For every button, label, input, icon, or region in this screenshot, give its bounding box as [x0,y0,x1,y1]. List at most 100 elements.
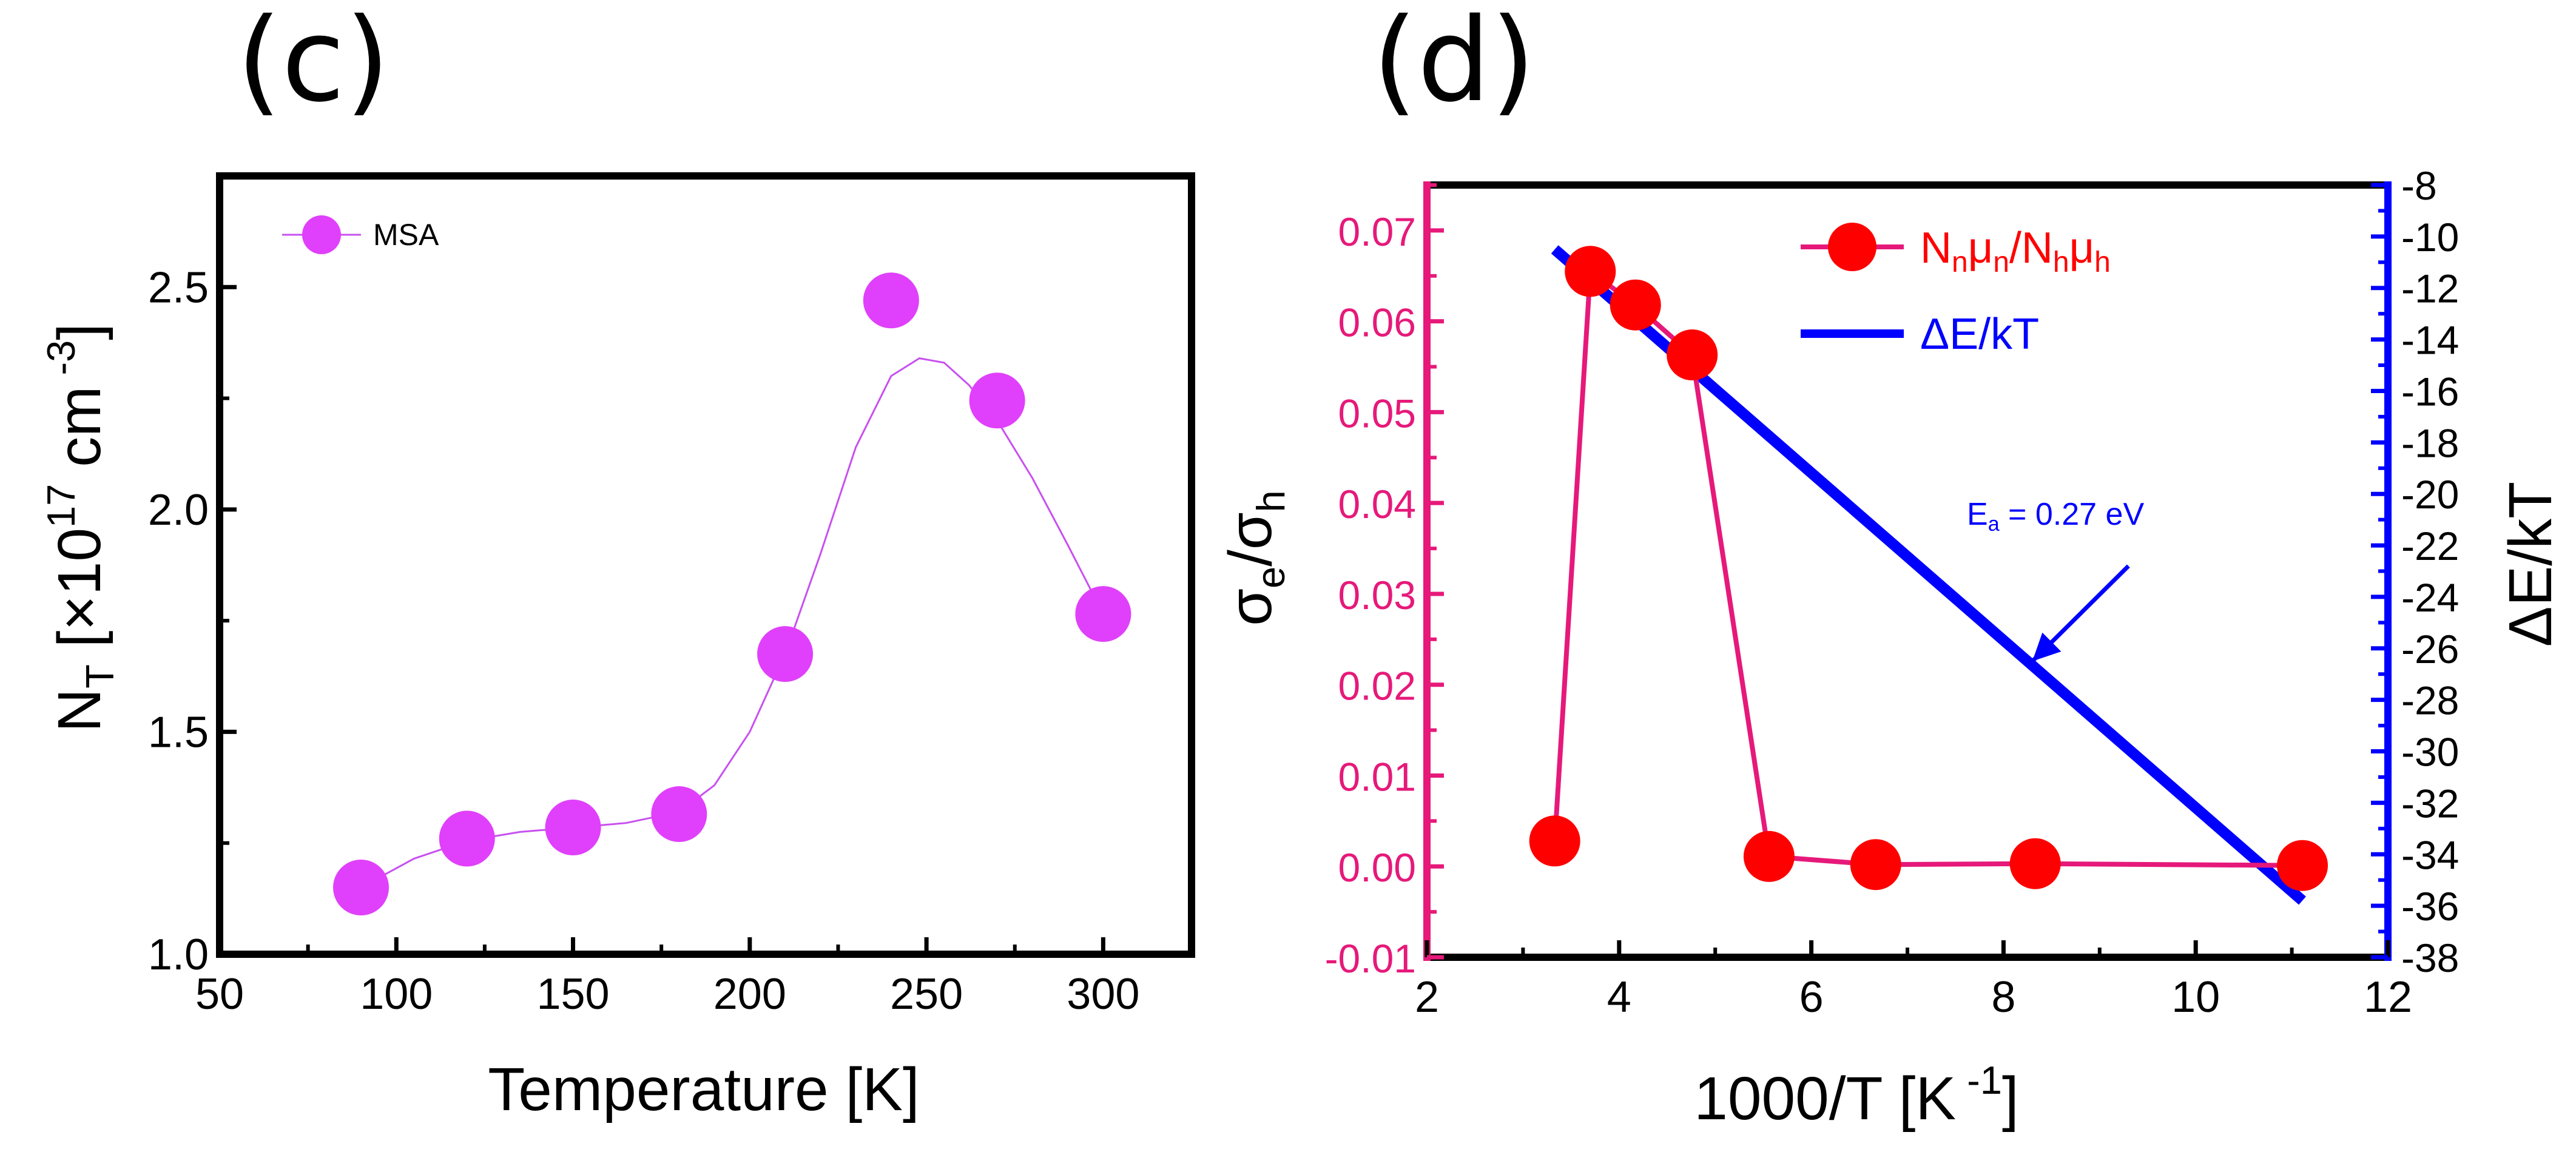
legend-energy-label: ΔE/kT [1920,310,2039,359]
panel-d-x-tick-label: 12 [2364,973,2412,1022]
ratio-data-point [1850,839,1901,891]
msa-data-point [1075,586,1131,642]
panel-d-right-tick-label: -28 [2401,678,2459,723]
y-title-exponent: 17 [39,484,83,528]
y-title-unit: cm [46,386,113,484]
panel-label-d: (d) [1372,0,1536,127]
panel-d-right-tick-label: -8 [2401,163,2437,208]
panel-d-right-tick-label: -22 [2401,524,2459,568]
panel-d-legend: Nnμn/Nhμh ΔE/kT [1801,223,2111,359]
ratio-data-point [1565,246,1616,297]
panel-d-left-tick-label: 0.04 [1338,482,1416,527]
ratio-data-point [1743,830,1795,882]
panel-d-left-axis-title: σe/σh [1216,490,1293,626]
legend-ratio-marker [1828,223,1876,271]
ratio-data-point [1610,279,1661,331]
y-title-n: N [46,689,113,732]
panel-d-x-tick-label: 6 [1799,973,1824,1022]
panel-c-y-tick-label: 2.0 [148,486,209,534]
panel-c-y-tick-label: 2.5 [148,263,209,312]
panel-d-left-tick-label: 0.01 [1338,754,1416,799]
legend-mu-sub: n [1993,246,2009,278]
ratio-data-point [2009,838,2061,889]
y-title-n-subscript: T [78,664,122,689]
legend-n: N [1920,224,1952,272]
msa-fit-line [360,357,1104,889]
panel-d-left-tick-label: 0.02 [1338,664,1416,709]
panel-c-x-axis-title: Temperature [K] [488,1056,919,1123]
activation-energy-annotation: Ea = 0.27 eV [1967,497,2144,663]
panel-d-conductivity-chart: (d) 2 4 6 8 10 12 -0.01 0.00 0.01 0.02 0.03 0.04 0.0… [1216,0,2564,1133]
panel-d-x-tick-label: 4 [1607,973,1631,1022]
legend-h-sub: h [2053,246,2069,278]
panel-d-right-tick-label: -10 [2401,215,2459,260]
panel-d-series [1529,245,2328,905]
panel-d-right-tick-label: -26 [2401,627,2459,672]
panel-c-x-tick-label: 300 [1067,970,1139,1019]
left-title-sigma: σ [1216,588,1284,626]
panel-d-right-tick-label: -32 [2401,781,2459,826]
panel-c-x-tick-label: 250 [890,970,963,1019]
panel-label-c: (c) [237,0,390,127]
annotation-arrow-head [2032,632,2062,662]
panel-d-right-tick-label: -36 [2401,884,2459,929]
x-title-exponent: -1 [1956,1058,2002,1102]
msa-data-point [757,626,814,682]
y-title-close: ] [46,323,113,340]
panel-d-left-tick-label: 0.05 [1338,391,1416,436]
panel-d-left-tick-label: 0.06 [1338,300,1416,345]
panel-c-x-tick-label: 150 [536,970,609,1019]
panel-c-y-tick-label: 1.5 [148,708,209,756]
legend-msa-label: MSA [373,218,439,252]
panel-d-x-tick-label: 2 [1415,973,1439,1022]
msa-data-points [333,272,1131,916]
msa-data-point [863,272,919,329]
panel-d-left-tick-label: 0.07 [1338,209,1416,254]
panel-d-right-tick-label: -34 [2401,832,2459,877]
panel-d-left-tick-label: -0.01 [1325,936,1416,981]
annotation-e: E [1967,497,1988,532]
panel-d-right-tick-label: -16 [2401,369,2459,414]
x-title-close: ] [2002,1065,2019,1133]
ratio-data-point [2277,840,2328,891]
ratio-data-point [1529,815,1580,867]
panel-c-axes: 50 100 150 200 250 300 1.0 1.5 2.0 2.5 [148,172,1195,1019]
panel-d-axes: 2 4 6 8 10 12 -0.01 0.00 0.01 0.02 0.03 0.04 0.05 0.0… [1325,163,2460,1022]
panel-d-right-axis-title: ΔE/kT [2497,482,2564,647]
panel-d-right-tick-label: -24 [2401,575,2459,620]
y-title-bracket: [×10 [46,528,113,664]
x-title-main: 1000/T [K [1694,1065,1956,1133]
panel-c-x-tick-label: 50 [195,970,244,1019]
annotation-a-sub: a [1988,513,2000,536]
left-title-h-sub: h [1249,490,1293,512]
legend-mu: μ [1968,224,1993,272]
panel-d-x-tick-label: 10 [2171,973,2220,1022]
msa-data-point [439,810,495,867]
legend-msa-marker [302,215,341,254]
panel-d-right-tick-label: -20 [2401,472,2459,517]
panel-d-right-tick-label: -38 [2401,935,2459,980]
msa-data-point [969,372,1025,429]
legend-ratio-label: Nnμn/Nhμh [1920,224,2111,278]
panel-c-plot-frame [216,172,1195,958]
panel-d-x-tick-label: 8 [1991,973,2015,1022]
panel-d-left-tick-label: 0.03 [1338,573,1416,618]
panel-c-legend: MSA [282,215,439,254]
legend-slash-n: /N [2009,224,2053,272]
msa-data-point [333,860,389,916]
panel-d-right-tick-label: -12 [2401,266,2459,311]
annotation-arrow [2031,564,2130,663]
panel-d-right-tick-label: -18 [2401,420,2459,465]
ratio-data-point [1667,329,1718,381]
legend-n-sub: n [1952,246,1968,278]
panel-c-temperature-chart: (c) 50 100 150 200 250 300 1.0 1.5 2.0 2.5 MSA Te… [39,0,1195,1123]
legend-mu-h-sub: h [2094,246,2111,278]
panel-c-x-tick-label: 200 [713,970,786,1019]
activation-energy-label: Ea = 0.27 eV [1967,497,2144,536]
legend-mu-h: μ [2069,224,2094,272]
panel-d-x-axis-title: 1000/T [K -1] [1694,1058,2018,1133]
msa-fit-curve [360,357,1104,889]
panel-c-y-axis-title: NT [×1017 cm -3] [39,323,122,732]
panel-d-left-tick-label: 0.00 [1338,845,1416,890]
